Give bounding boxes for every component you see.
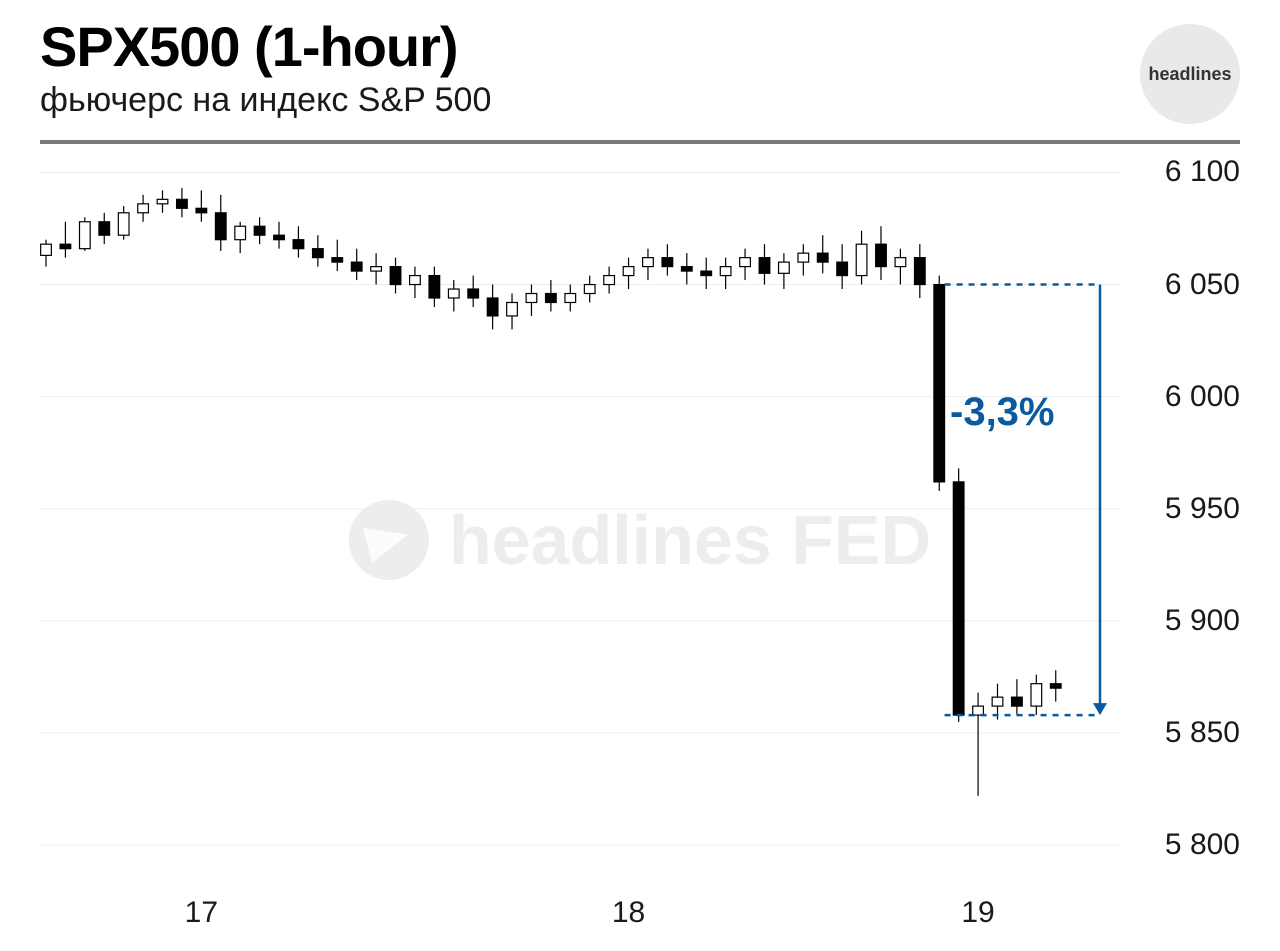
y-tick-label: 5 900 (1165, 604, 1240, 638)
candlestick-chart (40, 150, 1240, 930)
percent-drop-label: -3,3% (950, 390, 1055, 435)
y-tick-label: 5 800 (1165, 828, 1240, 862)
headlines-logo: headlines (1140, 24, 1240, 124)
chart-title: SPX500 (1-hour) (40, 14, 1240, 79)
x-tick-label: 17 (185, 896, 218, 930)
y-tick-label: 5 850 (1165, 716, 1240, 750)
logo-text: headlines (1148, 64, 1231, 85)
y-tick-label: 6 000 (1165, 380, 1240, 414)
y-tick-label: 5 950 (1165, 492, 1240, 526)
y-tick-label: 6 050 (1165, 268, 1240, 302)
x-tick-label: 18 (612, 896, 645, 930)
x-tick-label: 19 (961, 896, 994, 930)
chart-area: headlines FED 5 8005 8505 9005 9506 0006… (40, 150, 1240, 930)
chart-subtitle: фьючерс на индекс S&P 500 (40, 81, 1240, 120)
y-tick-label: 6 100 (1165, 155, 1240, 189)
header-divider (40, 140, 1240, 144)
page-root: SPX500 (1-hour) фьючерс на индекс S&P 50… (0, 0, 1280, 951)
chart-header: SPX500 (1-hour) фьючерс на индекс S&P 50… (40, 14, 1240, 120)
